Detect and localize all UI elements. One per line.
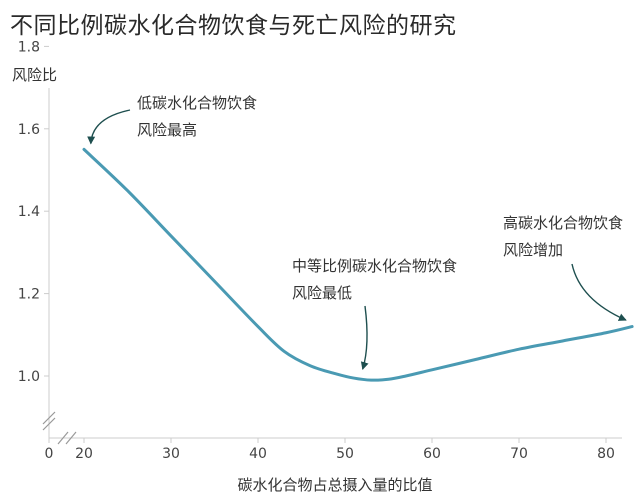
axes	[48, 88, 622, 439]
x-tick-label: 50	[336, 446, 354, 462]
x-tick-label: 80	[597, 446, 615, 462]
x-tick-label: 30	[162, 446, 180, 462]
annotation-mid-carb-line-1: 中等比例碳水化合物饮食	[292, 257, 457, 275]
series-line	[82, 147, 634, 382]
y-axis-break-mark	[42, 411, 56, 425]
x-axis-break-mark	[65, 431, 77, 445]
x-tick-label: 70	[510, 446, 528, 462]
y-tick-label: 1.8	[18, 39, 40, 55]
annotation-low-carb-line-2: 风险最高	[137, 121, 197, 139]
annotation-mid-carb-line-2: 风险最低	[292, 284, 352, 302]
x-tick-label: 40	[249, 446, 267, 462]
annotation-high-carb-arrow	[571, 263, 627, 321]
x-axis-break-mark	[57, 431, 69, 445]
x-tick-label: 20	[75, 446, 93, 462]
x-tick-label: 0	[45, 446, 54, 462]
series	[82, 147, 634, 382]
y-tick-label: 1.2	[18, 287, 40, 303]
y-tick-label: 1.0	[18, 369, 40, 385]
annotation-high-carb-line-2: 风险增加	[503, 241, 563, 259]
y-axis-label: 风险比	[12, 66, 57, 84]
y-axis-break-mark	[42, 417, 56, 431]
annotation-low-carb-line-1: 低碳水化合物饮食	[137, 94, 257, 112]
x-axis-label: 碳水化合物占总摄入量的比值	[237, 476, 432, 494]
annotation-mid-carb-arrow	[360, 305, 369, 371]
y-tick-label: 1.6	[18, 122, 40, 138]
annotation-low-carb-arrow	[87, 109, 131, 145]
annotation-high-carb-line-1: 高碳水化合物饮食	[503, 214, 623, 232]
y-tick-label: 1.4	[18, 204, 40, 220]
x-tick-label: 60	[423, 446, 441, 462]
ticks: 1.0 1.2 1.4 1.6 1.8 0 20 30 40 50 60 70 80	[18, 39, 615, 462]
chart-title: 不同比例碳水化合物饮食与死亡风险的研究	[10, 13, 457, 39]
